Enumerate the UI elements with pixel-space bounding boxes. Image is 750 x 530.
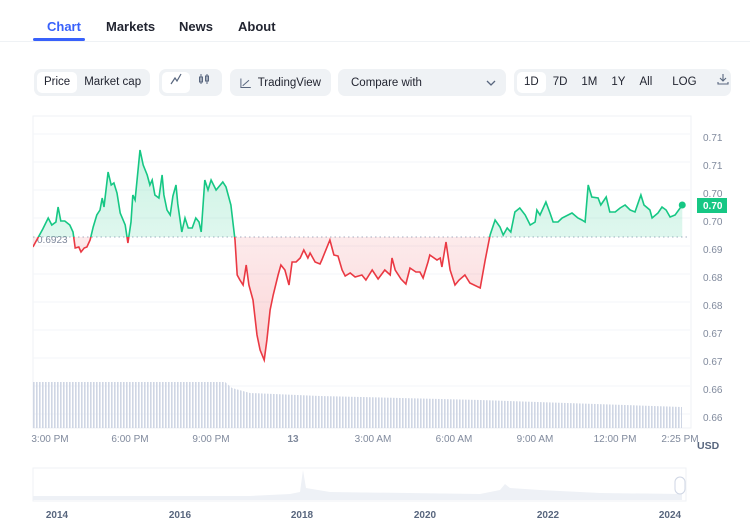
- x-tick-label: 3:00 PM: [31, 434, 68, 445]
- chevron-down-icon: [486, 80, 496, 86]
- y-tick-label: 0.70: [703, 217, 723, 228]
- line-chart-icon: [170, 73, 182, 85]
- candlestick-icon: [199, 74, 209, 84]
- navigator-handle[interactable]: [674, 476, 686, 495]
- compare-with-placeholder: Compare with: [351, 76, 422, 89]
- range-toggle: 1D 7D 1M 1Y All LOG: [514, 69, 731, 96]
- price-line-up: [37, 149, 683, 237]
- tab-news[interactable]: News: [179, 19, 213, 34]
- x-tick-label: 13: [287, 434, 299, 445]
- tab-markets[interactable]: Markets: [106, 19, 156, 34]
- y-tick-label: 0.68: [703, 301, 723, 312]
- navigator-year-label: 2014: [46, 510, 69, 521]
- navigator[interactable]: [32, 467, 687, 502]
- y-tick-label: 0.69: [703, 245, 723, 256]
- price-line-down: [33, 237, 491, 364]
- candlestick-button[interactable]: [190, 72, 218, 93]
- download-icon: [716, 74, 729, 85]
- y-tick-label: 0.67: [703, 329, 723, 340]
- baseline-label: 0.6923: [37, 235, 68, 246]
- y-tick-label: 0.71: [703, 161, 723, 172]
- price-button[interactable]: Price: [37, 72, 78, 93]
- y-tick-label: 0.68: [703, 273, 723, 284]
- current-price-dot: [678, 201, 686, 209]
- tab-about[interactable]: About: [238, 19, 276, 34]
- active-tab-indicator: [33, 38, 85, 41]
- tradingview-icon: [240, 77, 251, 88]
- line-chart-button[interactable]: [162, 72, 190, 93]
- current-price-label: 0.70: [703, 201, 723, 212]
- navigator-area: [33, 470, 682, 500]
- range-1y-button[interactable]: 1Y: [611, 76, 626, 88]
- volume-bars: [33, 382, 682, 428]
- tradingview-label: TradingView: [257, 76, 321, 89]
- x-tick-label: 9:00 PM: [192, 434, 229, 445]
- y-tick-label: 0.71: [703, 133, 723, 144]
- chart-type-toggle: [159, 69, 222, 96]
- price-area-down: [33, 237, 683, 360]
- tab-chart[interactable]: Chart: [47, 19, 81, 34]
- current-price-badge: [697, 198, 727, 213]
- navigator-year-label: 2020: [414, 510, 437, 521]
- y-tick-label: 0.66: [703, 385, 723, 396]
- x-tick-label: 3:00 AM: [355, 434, 392, 445]
- range-1m-button[interactable]: 1M: [581, 76, 598, 88]
- x-tick-label: 6:00 PM: [111, 434, 148, 445]
- y-tick-label: 0.66: [703, 413, 723, 424]
- range-all-button[interactable]: All: [639, 76, 653, 88]
- compare-with-dropdown[interactable]: Compare with: [338, 69, 506, 96]
- metric-toggle: Price Market cap: [34, 69, 150, 96]
- currency-label: USD: [697, 440, 720, 452]
- navigator-year-label: 2016: [169, 510, 192, 521]
- tab-bar: Chart Markets News About: [0, 0, 750, 42]
- download-button[interactable]: [710, 72, 736, 93]
- navigator-year-label: 2022: [537, 510, 560, 521]
- x-tick-label: 12:00 PM: [594, 434, 637, 445]
- range-1d-button[interactable]: 1D: [517, 72, 546, 93]
- y-tick-label: 0.70: [703, 189, 723, 200]
- y-tick-label: 0.67: [703, 357, 723, 368]
- x-tick-label: 6:00 AM: [436, 434, 473, 445]
- x-tick-label: 2:25 PM: [661, 434, 698, 445]
- navigator-year-label: 2024: [659, 510, 682, 521]
- navigator-year-label: 2018: [291, 510, 314, 521]
- x-tick-label: 9:00 AM: [517, 434, 554, 445]
- market-cap-button[interactable]: Market cap: [84, 76, 142, 88]
- tradingview-button[interactable]: TradingView: [230, 69, 331, 96]
- range-7d-button[interactable]: 7D: [552, 76, 568, 88]
- log-scale-button[interactable]: LOG: [672, 76, 697, 88]
- price-area-up: [33, 150, 683, 237]
